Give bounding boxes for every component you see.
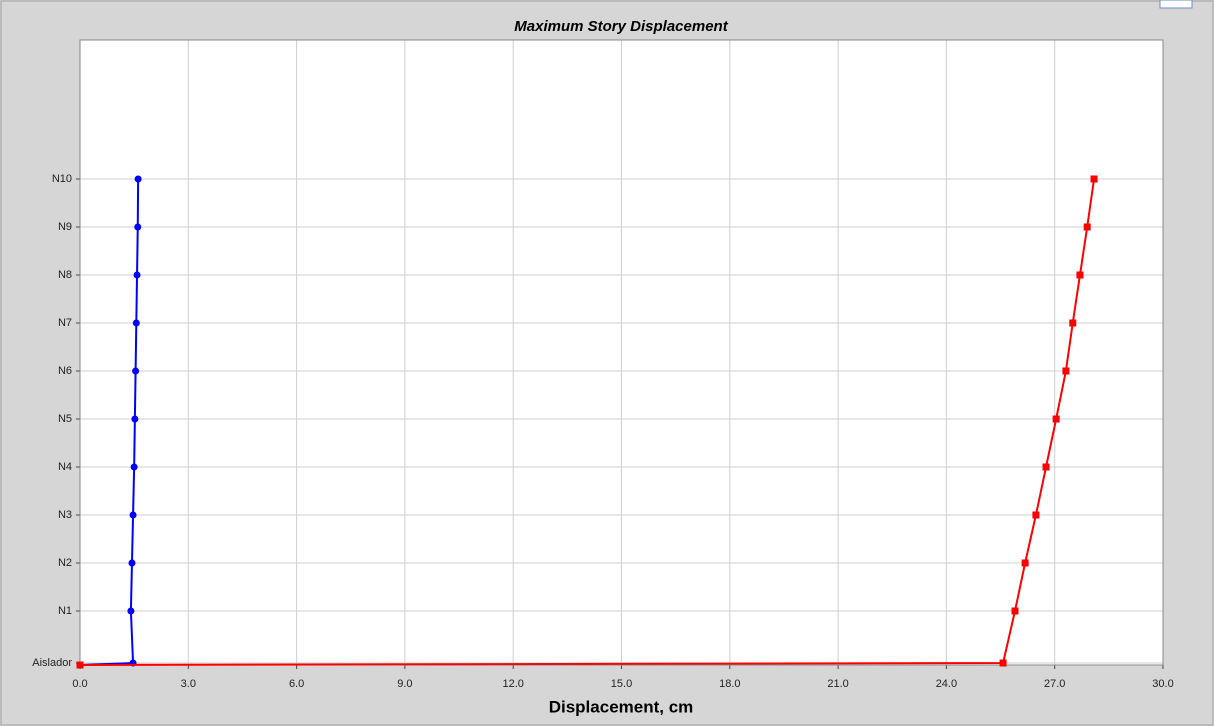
x-tick-label: 18.0 xyxy=(719,678,740,690)
y-tick-label: N4 xyxy=(58,461,72,473)
data-point xyxy=(134,223,142,231)
x-tick-label: 27.0 xyxy=(1044,678,1065,690)
data-point xyxy=(76,661,84,669)
x-axis-label: Displacement, cm xyxy=(549,697,694,716)
data-point xyxy=(1021,559,1029,567)
plot-border xyxy=(79,39,1164,666)
x-tick-label: 21.0 xyxy=(827,678,848,690)
data-point xyxy=(130,463,138,471)
y-tick-label: N1 xyxy=(58,605,72,617)
x-tick-label: 6.0 xyxy=(289,678,304,690)
y-tick-label: N10 xyxy=(52,173,72,185)
x-tick-label: 30.0 xyxy=(1152,678,1173,690)
data-point xyxy=(132,319,140,327)
data-point xyxy=(1042,463,1050,471)
y-tick-label: N7 xyxy=(58,317,72,329)
series-line xyxy=(79,178,1096,666)
window-icon xyxy=(1159,0,1193,9)
x-tick-label: 24.0 xyxy=(936,678,957,690)
data-point xyxy=(132,367,140,375)
x-tick-label: 3.0 xyxy=(181,678,196,690)
data-point xyxy=(1076,271,1084,279)
series-line xyxy=(79,178,140,666)
data-point xyxy=(133,271,141,279)
data-point xyxy=(129,511,137,519)
data-point xyxy=(128,559,136,567)
data-point xyxy=(1069,319,1077,327)
data-point xyxy=(1052,415,1060,423)
x-tick-label: 9.0 xyxy=(397,678,412,690)
x-tick-label: 0.0 xyxy=(72,678,87,690)
y-tick-label: N9 xyxy=(58,221,72,233)
data-point xyxy=(134,175,142,183)
data-point xyxy=(131,415,139,423)
y-tick-label: N8 xyxy=(58,269,72,281)
y-tick-label: Aislador xyxy=(32,657,72,669)
data-point xyxy=(999,659,1007,667)
data-point xyxy=(1083,223,1091,231)
y-tick-label: N2 xyxy=(58,557,72,569)
x-tick-label: 15.0 xyxy=(611,678,632,690)
chart-title: Maximum Story Displacement xyxy=(514,18,728,35)
y-tick-label: N3 xyxy=(58,509,72,521)
data-point xyxy=(1032,511,1040,519)
data-point xyxy=(1090,175,1098,183)
y-tick-label: N6 xyxy=(58,365,72,377)
data-point xyxy=(127,607,135,615)
data-point xyxy=(1062,367,1070,375)
data-point xyxy=(1011,607,1019,615)
y-tick-label: N5 xyxy=(58,413,72,425)
x-tick-label: 12.0 xyxy=(502,678,523,690)
